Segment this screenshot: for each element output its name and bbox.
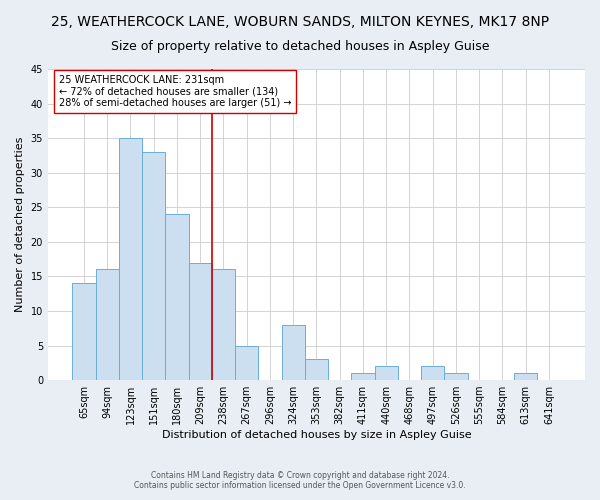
Text: Size of property relative to detached houses in Aspley Guise: Size of property relative to detached ho… bbox=[111, 40, 489, 53]
Bar bbox=[305, 360, 328, 380]
Text: 25 WEATHERCOCK LANE: 231sqm
← 72% of detached houses are smaller (134)
28% of se: 25 WEATHERCOCK LANE: 231sqm ← 72% of det… bbox=[59, 75, 291, 108]
Y-axis label: Number of detached properties: Number of detached properties bbox=[15, 137, 25, 312]
Bar bbox=[514, 373, 538, 380]
Bar bbox=[421, 366, 445, 380]
Bar bbox=[374, 366, 398, 380]
Bar bbox=[73, 284, 95, 380]
Bar bbox=[212, 270, 235, 380]
Bar bbox=[281, 325, 305, 380]
Bar bbox=[235, 346, 259, 380]
Bar bbox=[352, 373, 374, 380]
Text: 25, WEATHERCOCK LANE, WOBURN SANDS, MILTON KEYNES, MK17 8NP: 25, WEATHERCOCK LANE, WOBURN SANDS, MILT… bbox=[51, 15, 549, 29]
Bar bbox=[445, 373, 467, 380]
Bar bbox=[188, 262, 212, 380]
Text: Contains HM Land Registry data © Crown copyright and database right 2024.
Contai: Contains HM Land Registry data © Crown c… bbox=[134, 470, 466, 490]
Bar bbox=[142, 152, 166, 380]
Bar bbox=[166, 214, 188, 380]
X-axis label: Distribution of detached houses by size in Aspley Guise: Distribution of detached houses by size … bbox=[161, 430, 471, 440]
Bar bbox=[95, 270, 119, 380]
Bar bbox=[119, 138, 142, 380]
